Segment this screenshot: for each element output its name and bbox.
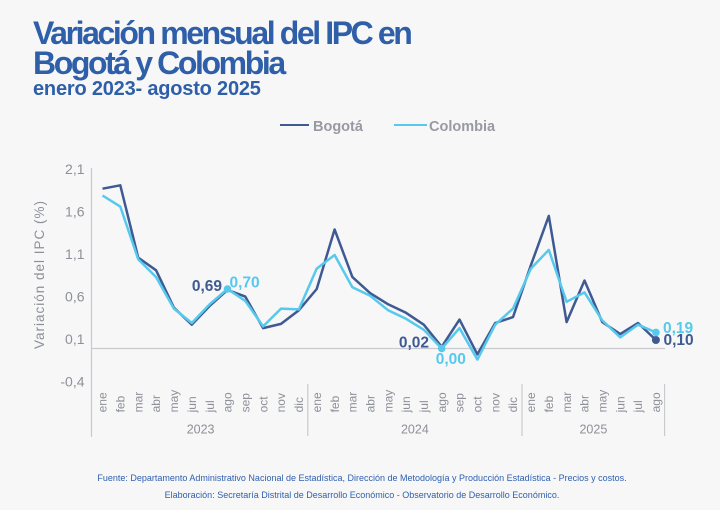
svg-text:0,69: 0,69 <box>192 278 223 295</box>
svg-text:feb: feb <box>328 395 342 412</box>
svg-text:-0,4: -0,4 <box>60 374 84 390</box>
svg-text:mar: mar <box>346 392 360 413</box>
svg-text:ago: ago <box>435 392 449 412</box>
svg-text:dic: dic <box>506 397 520 412</box>
svg-text:0,70: 0,70 <box>230 275 260 292</box>
svg-text:feb: feb <box>542 395 556 412</box>
svg-text:1,1: 1,1 <box>65 246 85 262</box>
svg-text:nov: nov <box>488 393 502 412</box>
svg-text:nov: nov <box>274 393 288 412</box>
svg-text:jul: jul <box>631 400 645 413</box>
svg-text:sep: sep <box>453 393 467 413</box>
svg-text:0,1: 0,1 <box>65 331 85 347</box>
svg-text:jun: jun <box>613 396 627 413</box>
svg-text:0,6: 0,6 <box>65 289 85 305</box>
svg-text:sep: sep <box>239 393 253 413</box>
svg-text:2025: 2025 <box>579 423 607 437</box>
svg-text:jul: jul <box>417 400 431 413</box>
svg-text:2,1: 2,1 <box>65 161 85 177</box>
svg-text:2024: 2024 <box>401 423 429 437</box>
svg-text:may: may <box>381 390 395 413</box>
svg-text:mar: mar <box>560 392 574 413</box>
svg-text:0,10: 0,10 <box>664 332 694 349</box>
svg-text:0,19: 0,19 <box>663 320 694 337</box>
svg-text:ene: ene <box>524 392 538 412</box>
svg-text:abr: abr <box>363 395 377 412</box>
svg-text:feb: feb <box>114 395 128 412</box>
svg-text:ago: ago <box>221 392 235 412</box>
svg-text:abr: abr <box>578 395 592 412</box>
svg-text:jun: jun <box>399 396 413 413</box>
svg-text:may: may <box>167 390 181 413</box>
svg-text:mar: mar <box>131 392 145 413</box>
svg-text:ene: ene <box>310 392 324 412</box>
svg-text:jun: jun <box>185 396 199 413</box>
svg-text:abr: abr <box>149 395 163 412</box>
svg-text:may: may <box>596 390 610 413</box>
svg-text:ago: ago <box>649 392 663 412</box>
svg-text:0,00: 0,00 <box>436 351 466 368</box>
svg-text:dic: dic <box>292 397 306 412</box>
svg-text:oct: oct <box>256 396 270 413</box>
svg-text:jul: jul <box>203 400 217 413</box>
svg-text:ene: ene <box>96 392 110 412</box>
svg-text:0,02: 0,02 <box>399 335 429 352</box>
svg-text:2023: 2023 <box>187 423 215 437</box>
svg-text:1,6: 1,6 <box>65 204 85 220</box>
svg-text:Variación del IPC (%): Variación del IPC (%) <box>32 200 47 349</box>
svg-text:oct: oct <box>471 396 485 413</box>
